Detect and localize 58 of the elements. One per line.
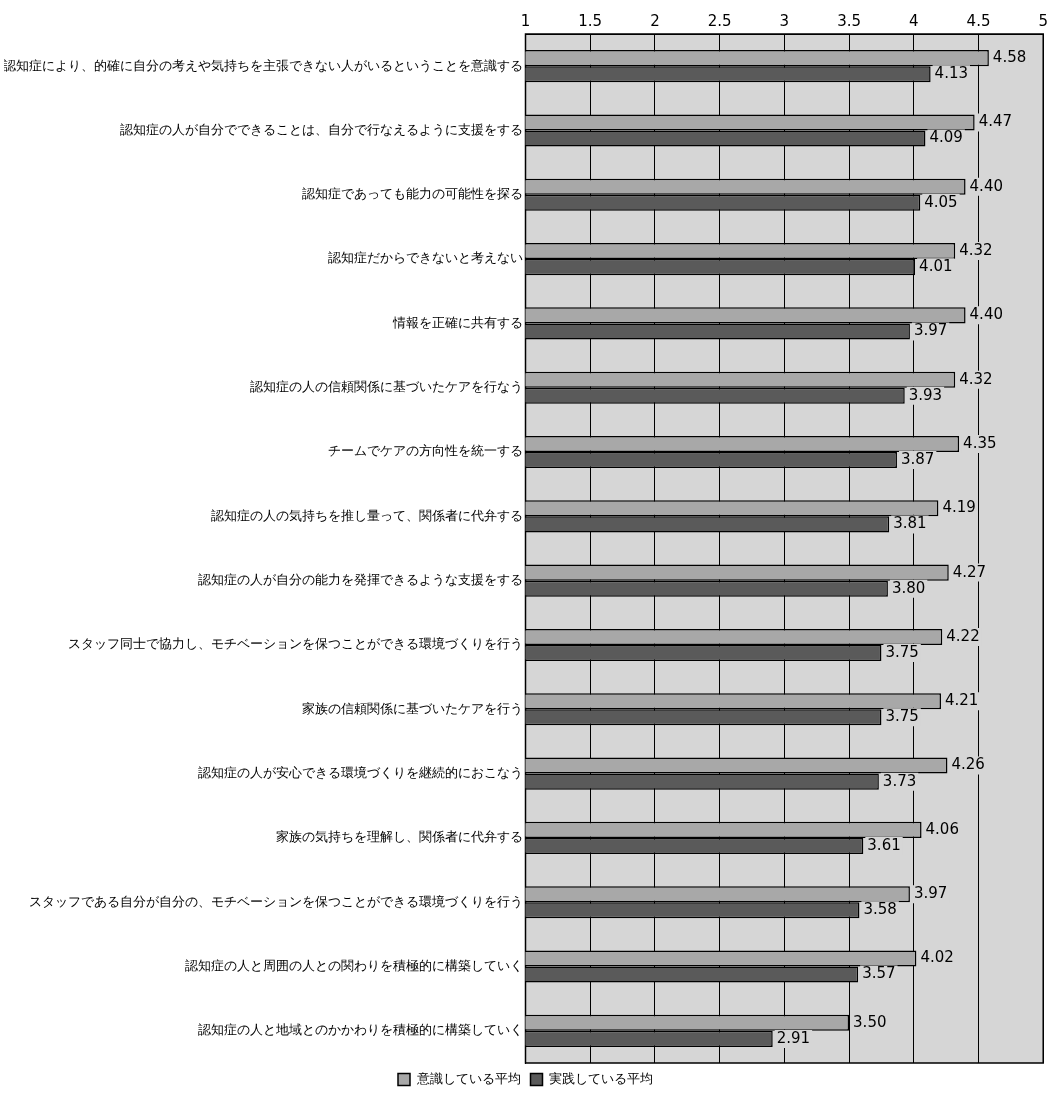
legend-label: 意識している平均 — [415, 1070, 521, 1086]
x-tick-label: 4.5 — [966, 11, 991, 30]
data-label: 4.01 — [919, 257, 953, 276]
data-label: 4.09 — [929, 128, 963, 147]
data-label: 4.05 — [924, 192, 958, 211]
data-label: 3.75 — [885, 707, 919, 726]
y-tick-label: 認知症の人の気持ちを推し量って、関係者に代弁する — [210, 507, 523, 523]
x-tick-label: 3.5 — [837, 11, 862, 30]
data-label: 3.97 — [913, 884, 948, 903]
legend-label: 実践している平均 — [549, 1070, 653, 1086]
data-label: 4.47 — [978, 112, 1013, 131]
data-label: 3.93 — [908, 385, 943, 404]
data-label: 3.97 — [913, 321, 948, 340]
data-label: 3.61 — [867, 835, 901, 854]
data-label: 4.13 — [934, 64, 969, 83]
data-label: 4.21 — [944, 691, 979, 710]
y-tick-label: スタッフ同士で協力し、モチベーションを保つことができる環境づくりを行う — [67, 636, 523, 652]
data-label: 4.35 — [963, 433, 997, 452]
y-tick-label: 認知症の人の信頼関係に基づいたケアを行なう — [249, 379, 523, 395]
data-label: 4.40 — [969, 305, 1003, 324]
y-tick-label: 認知症であっても能力の可能性を探る — [301, 186, 523, 202]
data-label: 3.58 — [863, 900, 897, 919]
y-tick-label: 情報を正確に共有する — [391, 314, 523, 330]
data-label: 4.27 — [952, 562, 987, 581]
x-tick-label: 3 — [779, 11, 790, 30]
data-label: 4.06 — [925, 819, 959, 838]
data-label: 4.58 — [992, 48, 1027, 67]
data-label: 3.57 — [862, 964, 896, 983]
data-label: 3.87 — [900, 449, 935, 468]
x-tick-label: 2 — [650, 11, 660, 30]
data-label: 2.91 — [776, 1028, 811, 1047]
data-label: 3.80 — [891, 578, 926, 597]
y-tick-label: 認知症の人が自分の能力を発揮できるような支援をする — [197, 572, 523, 588]
data-label: 4.32 — [959, 240, 993, 259]
y-tick-label: 家族の気持ちを理解し、関係者に代弁する — [275, 829, 523, 845]
y-tick-label: 認知症の人が自分でできることは、自分で行なえるように支援をする — [119, 121, 523, 137]
data-label: 4.26 — [951, 755, 985, 774]
data-label: 4.19 — [942, 498, 976, 517]
data-label: 4.40 — [969, 176, 1003, 195]
data-label: 3.81 — [893, 514, 927, 533]
y-tick-label: 認知症だからできないと考えない — [327, 250, 523, 266]
y-tick-label: チームでケアの方向性を統一する — [327, 443, 523, 459]
data-label: 3.73 — [882, 771, 917, 790]
y-tick-label: 認知症の人と周囲の人との関わりを積極的に構築していく — [184, 957, 523, 973]
y-tick-label: 家族の信頼関係に基づいたケアを行う — [301, 700, 523, 716]
x-tick-label: 1.5 — [578, 11, 603, 30]
x-tick-label: 2.5 — [707, 11, 732, 30]
y-tick-label: スタッフである自分が自分の、モチベーションを保つことができる環境づくりを行う — [28, 893, 523, 909]
y-tick-label: 認知症の人と地域とのかかわりを積極的に構築していく — [197, 1022, 523, 1038]
x-tick-label: 5 — [1038, 11, 1048, 30]
y-tick-label: 認知症の人が安心できる環境づくりを継続的におこなう — [197, 764, 523, 780]
x-tick-label: 1 — [520, 11, 531, 30]
data-label: 4.22 — [946, 626, 980, 645]
data-label: 4.32 — [959, 369, 993, 388]
data-label: 3.75 — [885, 642, 919, 661]
x-tick-label: 4 — [909, 11, 919, 30]
data-label: 4.02 — [920, 948, 954, 967]
data-label: 3.50 — [853, 1012, 887, 1031]
